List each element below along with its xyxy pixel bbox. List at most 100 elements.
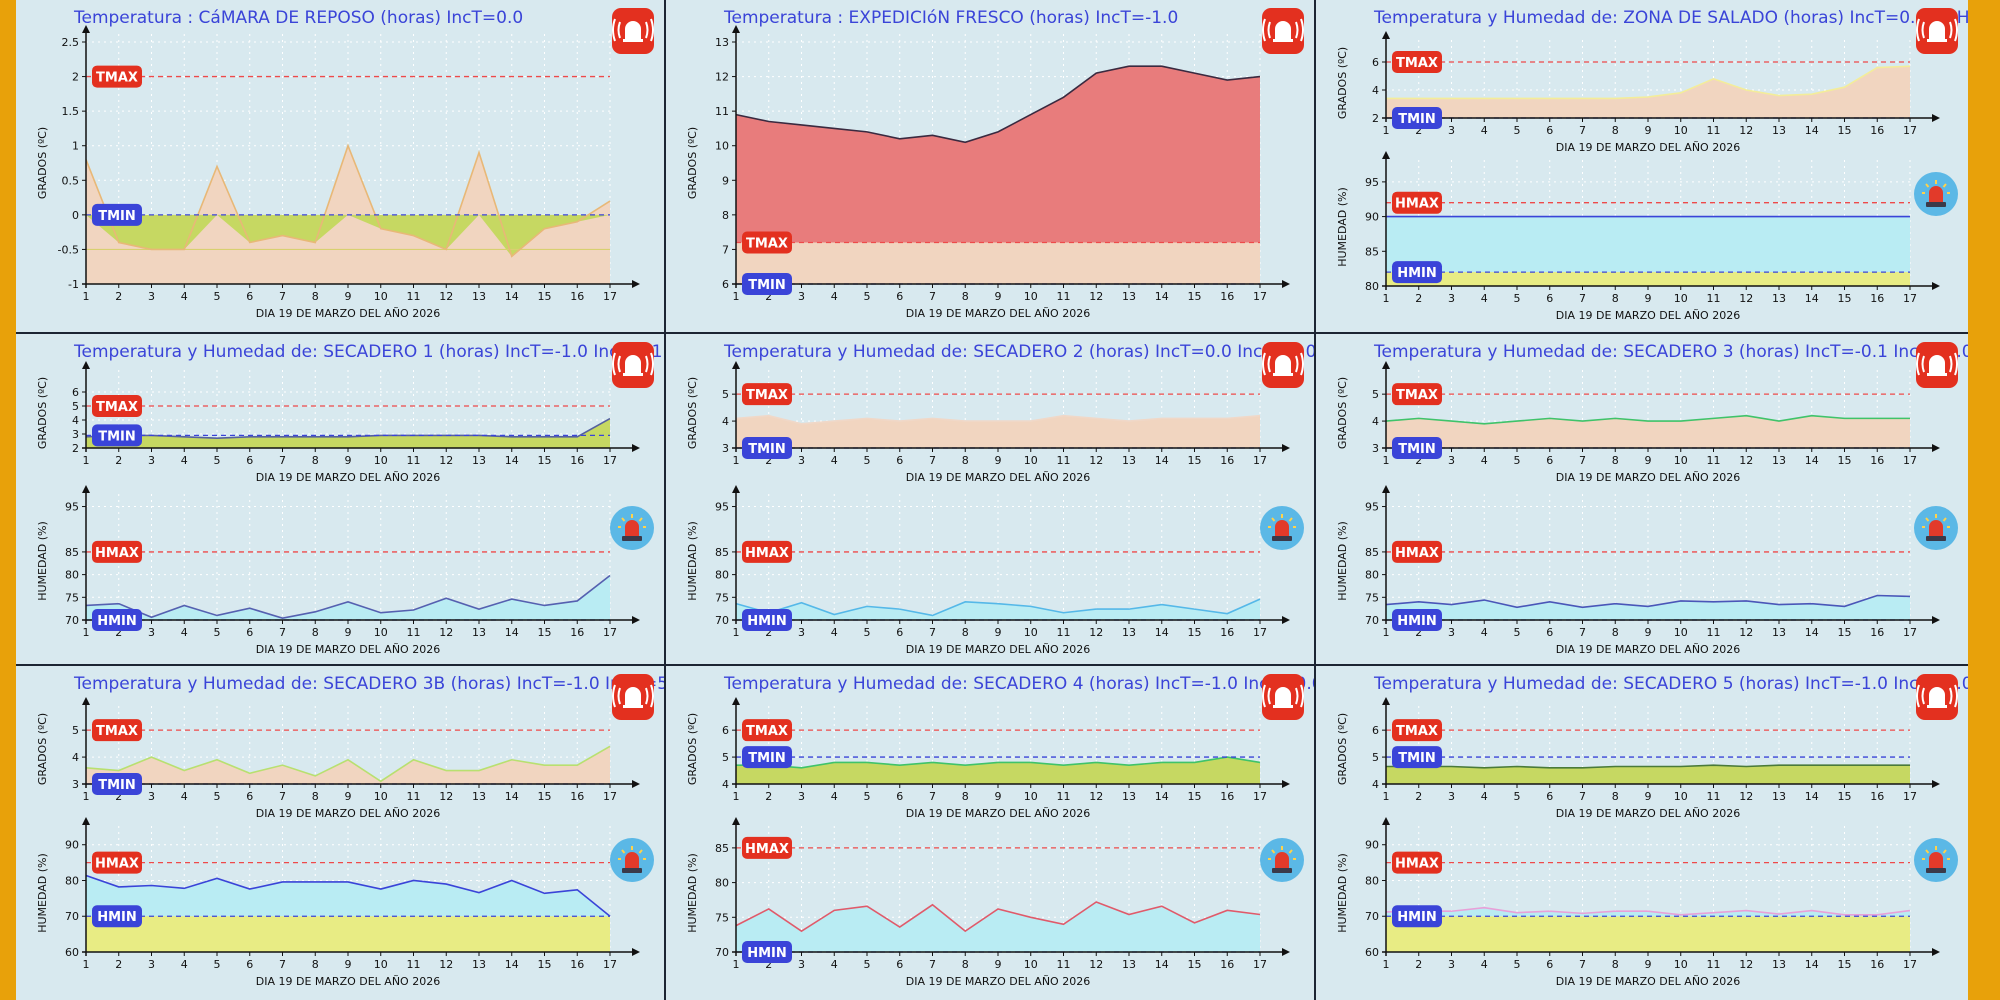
alarm-icon[interactable] [1262,342,1304,388]
panel-camara-c0-ytick-label: 1.5 [62,105,80,118]
panel-sec4-c1-xtick-label: 16 [1220,958,1234,971]
panel-sec3-c1-xtick-label: 15 [1838,626,1852,639]
panel-camara-c0-xtick-label: 10 [374,290,388,303]
alarm-icon[interactable] [1262,8,1304,54]
panel-sec2-c0-xtick-label: 12 [1089,454,1103,467]
panel-expedicion-c0-max-badge-bg [742,231,792,254]
panel-sec3-c1-xtick-label: 7 [1579,626,1586,639]
panel-salado-c0-max-badge-label: TMAX [1396,56,1438,71]
panel-salado-c0-series-line [1386,65,1911,100]
panel-sec1-c1-max-badge-label: HMAX [95,546,139,561]
panel-sec5-c1-min-badge: HMIN [1392,905,1442,928]
siren-icon[interactable] [1914,838,1958,882]
panel-camara-c0-series-line [85,143,611,258]
panel-salado-c0-xtick-label: 16 [1870,124,1884,137]
panel-sec2-c0-xlabel: DIA 19 DE MARZO DEL AÑO 2026 [906,471,1090,484]
panel-expedicion-c0-ytick-label: 7 [722,243,729,256]
panel-sec4-c1-xlabel: DIA 19 DE MARZO DEL AÑO 2026 [906,975,1090,988]
panel-sec2-c0-min-badge-label: TMIN [748,442,786,457]
panel-camara-c0-y-arrow [82,25,90,33]
panel-sec4-c1-xtick-label: 2 [765,958,772,971]
panel-sec1-c1-xtick-label: 14 [505,626,519,639]
panel-sec1-c1-series-line [85,574,611,620]
panel-sec3b-c0-xtick-label: 15 [538,790,552,803]
panel-salado-c0-xtick-label: 17 [1903,124,1917,137]
panel-sec2-c1-min-badge: HMIN [742,609,792,631]
siren-icon[interactable] [1914,506,1958,550]
panel-sec2-c0-min-badge: TMIN [742,437,792,459]
panel-salado-c0-ytick-label: 4 [1372,84,1379,97]
panel-sec3-c1-xtick-label: 2 [1415,626,1422,639]
panel-sec2-c1-min-badge-bg [742,609,792,631]
panel-sec3-c1-min-badge-bg [1392,609,1442,631]
alarm-icon[interactable] [1916,8,1958,54]
panel-sec4-c0-xtick-label: 5 [864,790,871,803]
panel-sec1-c1-xtick-label: 2 [115,626,122,639]
panel-sec4-c1-xtick-label: 1 [733,958,740,971]
panel-sec5-c0-min-badge-bg [1392,746,1442,769]
panel-sec4-c0-max-badge: TMAX [742,719,792,742]
alarm-icon[interactable] [1916,674,1958,720]
panel-sec3-c0-max-badge-label: TMAX [1396,388,1438,403]
panel-sec2-c1-xtick-label: 8 [962,626,969,639]
panel-sec5-c1-ytick-label: 70 [1365,910,1379,923]
panel-salado-c1-xtick-label: 9 [1645,292,1652,305]
panel-salado-c1-min-badge-bg [1392,261,1442,284]
panel-sec5-c0-max-badge: TMAX [1392,719,1442,742]
alarm-icon[interactable] [1262,674,1304,720]
panel-sec5-c0-xtick-label: 13 [1772,790,1786,803]
siren-icon[interactable] [1260,838,1304,882]
panel-sec1-c0-min-badge-label: TMIN [98,429,136,444]
panel-expedicion-c0-xtick-label: 8 [962,290,969,303]
panel-sec1-c1-x-arrow [632,616,640,624]
panel-sec2-c1-xtick-label: 16 [1220,626,1234,639]
panel-sec2-c0-xtick-label: 10 [1024,454,1038,467]
panel-sec2-c1-ylabel: HUMEDAD (%) [686,521,699,601]
panel-sec1-c0-ytick-label: 2 [72,442,79,455]
panel-title: Temperatura y Humedad de: SECADERO 4 (ho… [724,674,1314,694]
alarm-icon[interactable] [612,342,654,388]
panel-sec3-c0-series-line [1385,414,1910,425]
panel-sec1-c0-max-badge-bg [92,395,142,417]
panel-sec3-c0-ytick-label: 5 [1372,388,1379,401]
panel-expedicion-c0-band [736,242,1260,284]
panel-sec3-c1-max-badge-label: HMAX [1395,546,1439,561]
panel-sec2: 3 4 5 1 2 3 4 5 6 7 8 9 10 11 12 13 14 15 16 17 DIA 19 DE MA… [666,334,1314,664]
alarm-icon[interactable] [612,8,654,54]
panel-salado-c0-xtick-label: 1 [1383,124,1390,137]
panel-sec2-c0-ytick-label: 3 [722,442,729,455]
panel-salado-c1-xtick-label: 7 [1579,292,1586,305]
panel-sec4-c0-xlabel: DIA 19 DE MARZO DEL AÑO 2026 [906,807,1090,820]
siren-icon[interactable] [1914,172,1958,216]
panel-sec2-c1-xtick-label: 4 [831,626,838,639]
panel-sec5-c0-x-arrow [1932,780,1940,788]
panel-salado-c1-xtick-label: 4 [1481,292,1488,305]
panel-sec1-c0-xtick-label: 4 [181,454,188,467]
panel-sec2-c1-area [736,599,1260,620]
panel-sec4-c0-series-line [736,756,1261,769]
siren-icon[interactable] [1260,506,1304,550]
panel-sec1-c1-max-badge-bg [92,540,142,563]
panel-sec1-c0-xtick-label: 6 [246,454,253,467]
siren-icon[interactable] [610,506,654,550]
panel-sec3b-c0-xtick-label: 6 [246,790,253,803]
panel-salado-c0-xtick-label: 14 [1805,124,1819,137]
panel-sec3-c0-min-badge: TMIN [1392,437,1442,459]
panel-sec3b-c0-xtick-label: 8 [312,790,319,803]
panel-sec5-c0-xtick-label: 11 [1707,790,1721,803]
alarm-icon[interactable] [1916,342,1958,388]
panel-sec3-c0-max-badge: TMAX [1392,383,1442,406]
panel-sec3b-c0-min-badge-bg [92,773,142,795]
panel-expedicion-c0-series-line [735,65,1261,144]
panel-sec5-c0-xtick-label: 10 [1674,790,1688,803]
siren-icon[interactable] [610,838,654,882]
panel-sec1-c0-y-arrow [82,361,90,369]
panel-sec3-c0-xtick-label: 14 [1805,454,1819,467]
panel-sec5-c0-max-badge-label: TMAX [1396,724,1438,739]
panel-sec2-c1-xtick-label: 14 [1155,626,1169,639]
panel-sec2-c0-xtick-label: 1 [733,454,740,467]
panel-sec4-c1-xtick-label: 7 [929,958,936,971]
panel-sec4-c1-max-badge: HMAX [742,836,792,859]
alarm-icon[interactable] [612,674,654,720]
panel-sec2-c0-xtick-label: 3 [798,454,805,467]
